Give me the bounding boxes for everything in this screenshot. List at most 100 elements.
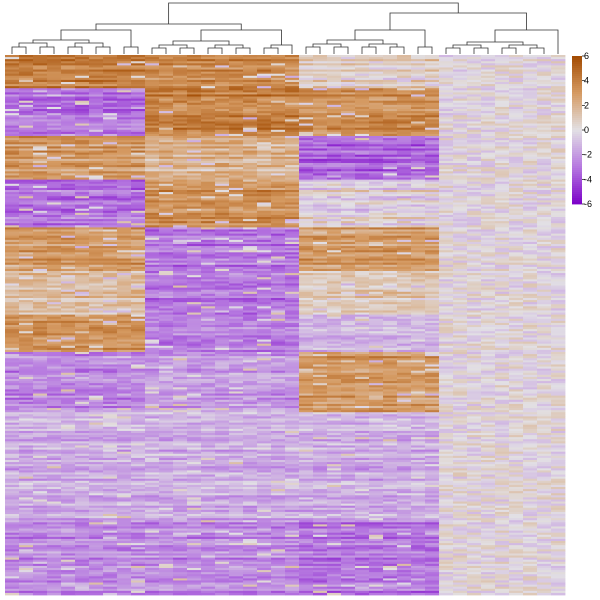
heatmap-cell bbox=[453, 71, 468, 75]
heatmap-cell bbox=[551, 119, 566, 122]
heatmap-cell bbox=[341, 86, 356, 89]
heatmap-cell bbox=[285, 198, 300, 201]
heatmap-cell bbox=[257, 142, 272, 145]
heatmap-cell bbox=[89, 241, 104, 245]
heatmap-cell bbox=[341, 179, 356, 183]
heatmap-cell bbox=[355, 179, 370, 183]
heatmap-cell bbox=[523, 121, 538, 124]
heatmap-cell bbox=[271, 79, 286, 83]
heatmap-cell bbox=[47, 133, 62, 137]
heatmap-cell bbox=[551, 63, 566, 66]
heatmap-cell bbox=[327, 241, 342, 245]
heatmap-cell bbox=[33, 106, 48, 110]
heatmap-cell bbox=[19, 71, 34, 75]
heatmap-cell bbox=[313, 169, 328, 172]
heatmap-cell bbox=[89, 69, 104, 73]
heatmap-cell bbox=[117, 271, 132, 274]
heatmap-cell bbox=[341, 102, 356, 106]
heatmap-cell bbox=[439, 196, 454, 199]
heatmap-cell bbox=[173, 173, 188, 176]
heatmap-cell bbox=[453, 115, 468, 118]
heatmap-cell bbox=[439, 67, 454, 70]
heatmap-cell bbox=[103, 77, 118, 81]
heatmap-cell bbox=[439, 277, 454, 280]
heatmap-cell bbox=[341, 82, 356, 85]
heatmap-cell bbox=[215, 206, 230, 210]
heatmap-cell bbox=[229, 212, 244, 216]
heatmap-cell bbox=[467, 75, 482, 79]
heatmap-cell bbox=[327, 152, 342, 156]
heatmap-cell bbox=[5, 281, 20, 284]
heatmap-cell bbox=[145, 92, 160, 95]
heatmap-cell bbox=[5, 246, 20, 249]
heatmap-cell bbox=[187, 287, 202, 291]
heatmap-cell bbox=[425, 308, 440, 311]
heatmap-cell bbox=[537, 212, 552, 216]
heatmap-cell bbox=[257, 279, 272, 282]
heatmap-cell bbox=[187, 117, 202, 120]
heatmap-cell bbox=[467, 133, 482, 137]
heatmap-cell bbox=[299, 106, 314, 110]
heatmap-cell bbox=[481, 123, 496, 127]
heatmap-cell bbox=[229, 123, 244, 127]
heatmap-cell bbox=[159, 179, 174, 183]
heatmap-cell bbox=[523, 177, 538, 181]
heatmap-cell bbox=[537, 125, 552, 129]
heatmap-cell bbox=[285, 73, 300, 77]
heatmap-cell bbox=[19, 111, 34, 114]
heatmap-cell bbox=[33, 177, 48, 181]
heatmap-cell bbox=[509, 65, 524, 68]
heatmap-cell bbox=[229, 229, 244, 232]
heatmap-cell bbox=[257, 67, 272, 70]
heatmap-cell bbox=[117, 152, 132, 156]
heatmap-cell bbox=[117, 227, 132, 230]
heatmap-cell bbox=[425, 106, 440, 110]
heatmap-cell bbox=[495, 88, 510, 91]
heatmap-cell bbox=[495, 275, 510, 278]
heatmap-cell bbox=[313, 289, 328, 293]
heatmap-cell bbox=[33, 258, 48, 262]
heatmap-cell bbox=[355, 125, 370, 129]
heatmap-cell bbox=[33, 138, 48, 141]
heatmap-cell bbox=[523, 94, 538, 97]
heatmap-cell bbox=[215, 119, 230, 122]
heatmap-cell bbox=[439, 119, 454, 122]
heatmap-cell bbox=[215, 252, 230, 255]
heatmap-cell bbox=[495, 194, 510, 197]
heatmap-cell bbox=[369, 65, 384, 68]
heatmap-cell bbox=[131, 185, 146, 189]
heatmap-cell bbox=[271, 277, 286, 280]
heatmap-cell bbox=[5, 237, 20, 241]
heatmap-cell bbox=[61, 121, 76, 124]
heatmap-cell bbox=[327, 252, 342, 255]
heatmap-cell bbox=[19, 92, 34, 95]
heatmap-cell bbox=[453, 88, 468, 91]
heatmap-cell bbox=[509, 129, 524, 133]
heatmap-cell bbox=[187, 96, 202, 100]
heatmap-cell bbox=[481, 250, 496, 253]
heatmap-cell bbox=[61, 163, 76, 166]
heatmap-cell bbox=[411, 306, 426, 309]
heatmap-cell bbox=[131, 171, 146, 174]
heatmap-cell bbox=[131, 106, 146, 110]
heatmap-cell bbox=[397, 262, 412, 266]
heatmap-cell bbox=[89, 77, 104, 81]
heatmap-cell bbox=[61, 140, 76, 143]
heatmap-cell bbox=[411, 102, 426, 106]
heatmap-cell bbox=[33, 204, 48, 208]
heatmap-cell bbox=[173, 75, 188, 79]
heatmap-cell bbox=[425, 304, 440, 307]
heatmap-cell bbox=[201, 273, 216, 276]
heatmap-cell bbox=[215, 173, 230, 176]
heatmap-cell bbox=[257, 160, 272, 164]
heatmap-cell bbox=[495, 133, 510, 137]
heatmap-cell bbox=[187, 109, 202, 112]
heatmap-cell bbox=[47, 271, 62, 274]
heatmap-cell bbox=[397, 237, 412, 241]
heatmap-cell bbox=[299, 71, 314, 75]
heatmap-cell bbox=[439, 283, 454, 286]
heatmap-cell bbox=[299, 200, 314, 203]
heatmap-cell bbox=[397, 268, 412, 272]
heatmap-cell bbox=[243, 154, 258, 158]
heatmap-cell bbox=[89, 123, 104, 127]
